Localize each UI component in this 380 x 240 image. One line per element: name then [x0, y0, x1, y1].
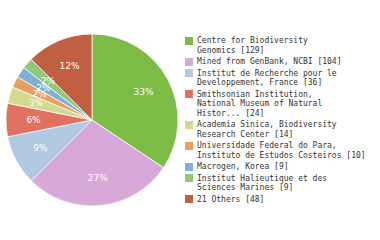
legend-item: 21 Others [48] — [185, 195, 366, 205]
legend-item: Smithsonian Institution, National Museum… — [185, 90, 366, 119]
legend-label: Academia Sinica, Biodiversity Research C… — [197, 120, 337, 139]
legend-swatch — [185, 163, 193, 171]
chart: 33%27%9%6%3%2%2%2%12%Centre for Biodiver… — [0, 0, 380, 240]
legend-swatch — [185, 174, 193, 182]
legend-item: Institut de Recherche pour le Developpem… — [185, 69, 366, 88]
legend-swatch — [185, 142, 193, 150]
slices — [6, 34, 178, 206]
legend: Centre for Biodiversity Genomics [129] Mi… — [185, 0, 366, 240]
legend-label: Institut de Recherche pour le Developpem… — [197, 69, 337, 88]
data-label: 33% — [134, 87, 154, 97]
legend-swatch — [185, 58, 193, 66]
legend-label: Universidade Federal do Para, Instituto … — [197, 141, 366, 160]
data-label: 3% — [29, 98, 44, 108]
legend-label: Institut Halieutique et des Sciences Mar… — [197, 174, 327, 193]
legend-label: Centre for Biodiversity Genomics [129] — [197, 36, 308, 55]
legend-label: Mined from GenBank, NCBI [104] — [197, 57, 342, 67]
legend-label: 21 Others [48] — [197, 195, 264, 205]
data-label: 12% — [60, 61, 80, 71]
legend-item: Academia Sinica, Biodiversity Research C… — [185, 120, 366, 139]
data-label: 27% — [88, 173, 108, 183]
data-label: 6% — [26, 115, 41, 125]
legend-label: Smithsonian Institution, National Museum… — [197, 90, 322, 119]
legend-swatch — [185, 37, 193, 45]
legend-swatch — [185, 195, 193, 203]
legend-item: Mined from GenBank, NCBI [104] — [185, 57, 366, 67]
legend-label: Macrogen, Korea [9] — [197, 162, 289, 172]
legend-item: Macrogen, Korea [9] — [185, 162, 366, 172]
data-label: 2% — [41, 76, 56, 86]
legend-swatch — [185, 90, 193, 98]
legend-item: Institut Halieutique et des Sciences Mar… — [185, 174, 366, 193]
legend-swatch — [185, 121, 193, 129]
legend-item: Centre for Biodiversity Genomics [129] — [185, 36, 366, 55]
data-label: 9% — [33, 143, 48, 153]
data-labels: 33%27%9%6%3%2%2%2%12% — [26, 61, 154, 183]
legend-item: Universidade Federal do Para, Instituto … — [185, 141, 366, 160]
legend-swatch — [185, 69, 193, 77]
